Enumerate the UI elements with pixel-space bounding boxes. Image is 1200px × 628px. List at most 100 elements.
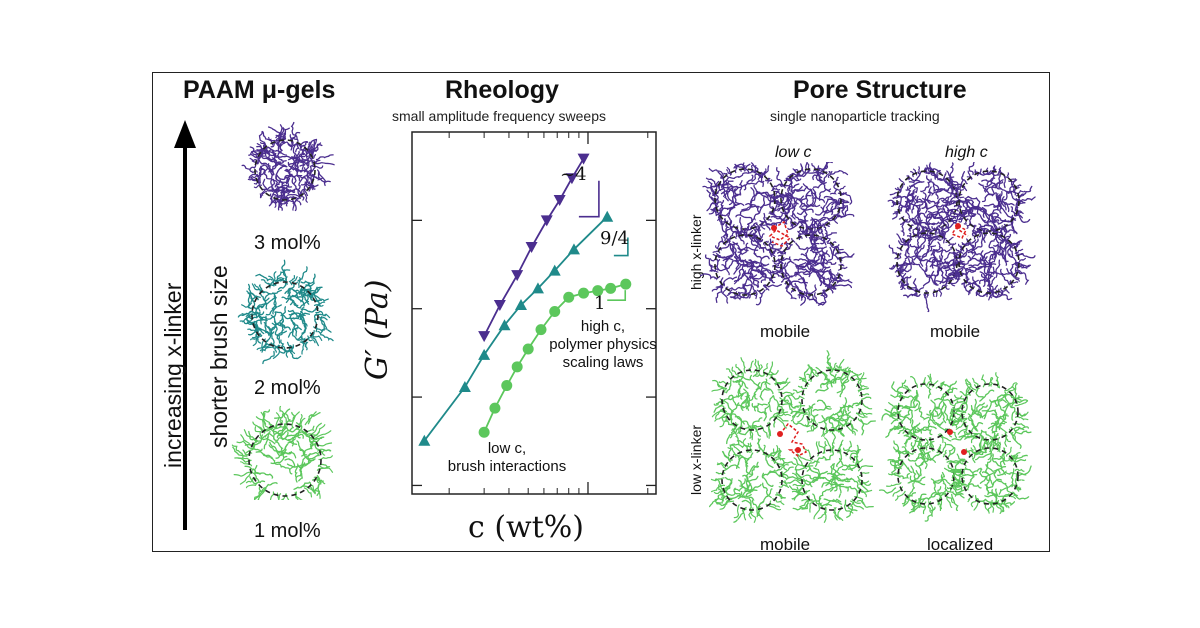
- polymer-strand: [811, 470, 828, 482]
- polymer-strand: [799, 194, 812, 208]
- brush-strand: [991, 436, 1000, 451]
- brush-strand: [965, 382, 977, 391]
- polymer-strand: [758, 195, 766, 214]
- polymer-strand: [728, 443, 740, 457]
- brush-strand: [730, 224, 735, 230]
- brush-strand: [985, 439, 990, 451]
- polymer-strand: [708, 167, 724, 178]
- brush-strand: [843, 504, 854, 514]
- polymer-strand: [918, 452, 930, 467]
- brush-strand: [827, 170, 833, 178]
- polymer-strand: [946, 443, 956, 455]
- brush-strand: [303, 487, 313, 498]
- brush-strand: [903, 384, 912, 392]
- polymer-strand: [299, 140, 309, 156]
- polymer-strand: [732, 379, 749, 389]
- polymer-strand: [1009, 454, 1028, 462]
- brush-strand: [918, 437, 923, 451]
- brush-strand: [785, 177, 791, 182]
- brush-strand: [996, 441, 1001, 453]
- polymer-strand: [788, 279, 802, 294]
- polymer-strand: [746, 180, 765, 185]
- gel-core-outline: [780, 234, 842, 296]
- polymer-strand: [784, 269, 791, 288]
- brush-strand: [833, 279, 842, 282]
- annotation-low-line1: low c,: [487, 440, 527, 457]
- polymer-strand: [732, 193, 742, 208]
- polymer-strand: [979, 389, 995, 402]
- polymer-strand: [750, 417, 763, 431]
- brush-strand: [1014, 468, 1025, 472]
- brush-strand: [979, 168, 982, 175]
- polymer-strand: [967, 251, 986, 259]
- brush-strand: [715, 399, 725, 405]
- brush-strand: [916, 227, 921, 237]
- brush-strand: [990, 377, 994, 387]
- polymer-strand: [743, 174, 754, 191]
- polymer-strand: [914, 202, 924, 219]
- brush-strand: [712, 379, 728, 390]
- polymer-strand: [795, 242, 813, 251]
- brush-strand: [784, 242, 789, 250]
- brush-strand: [822, 223, 827, 230]
- brush-strand: [958, 216, 967, 223]
- brush-strand: [851, 498, 861, 504]
- polymer-strand: [319, 318, 332, 333]
- polymer-strand: [996, 479, 1010, 493]
- polymer-strand: [998, 179, 1008, 193]
- polymer-strand: [745, 393, 757, 410]
- data-point-triangle-down: [493, 300, 506, 312]
- polymer-strand: [857, 418, 865, 436]
- polymer-strand: [805, 189, 813, 206]
- polymer-strand: [998, 402, 1007, 420]
- polymer-strand: [746, 275, 753, 293]
- brush-strand: [746, 226, 750, 232]
- polymer-strand: [315, 154, 334, 161]
- polymer-strand: [724, 256, 730, 276]
- polymer-strand: [715, 286, 724, 304]
- polymer-strand: [753, 402, 768, 412]
- brush-strand: [313, 301, 326, 306]
- brush-strand: [849, 449, 860, 460]
- brush-strand: [717, 214, 723, 221]
- polymer-strand: [761, 472, 774, 487]
- polymer-strand: [270, 322, 286, 331]
- brush-strand: [901, 446, 911, 457]
- polymer-strand: [929, 416, 944, 427]
- brush-strand: [762, 284, 768, 290]
- brush-strand: [812, 423, 819, 432]
- polymer-strand: [796, 208, 814, 216]
- polymer-strand: [317, 171, 331, 183]
- polymer-strand: [266, 330, 277, 348]
- polymer-strand: [258, 131, 267, 148]
- brush-strand: [746, 292, 751, 299]
- polymer-strand: [765, 451, 774, 469]
- polymer-strand: [993, 251, 1009, 263]
- brush-strand: [897, 186, 902, 192]
- polymer-strand: [911, 259, 926, 273]
- polymer-strand: [795, 262, 807, 277]
- polymer-strand: [808, 263, 825, 274]
- polymer-strand: [983, 177, 996, 192]
- polymer-strand: [769, 196, 787, 206]
- polymer-strand: [998, 483, 1014, 495]
- polymer-strand: [278, 127, 285, 146]
- polymer-strand: [274, 431, 289, 443]
- annotation-low-line2: brush interactions: [447, 458, 567, 475]
- polymer-strand: [730, 295, 750, 301]
- gel-illustrations: [231, 121, 335, 500]
- brush-strand: [256, 487, 267, 500]
- polymer-strand: [926, 210, 944, 218]
- polymer-strand: [1007, 189, 1026, 195]
- brush-strand: [790, 218, 793, 227]
- polymer-strand: [767, 395, 774, 413]
- polymer-strand: [906, 212, 921, 225]
- brush-strand: [747, 427, 752, 439]
- polymer-strand: [265, 315, 271, 334]
- polymer-strand: [903, 293, 921, 299]
- polymer-strand: [753, 236, 765, 253]
- brush-strand: [1005, 446, 1012, 457]
- polymer-strand: [993, 242, 1011, 250]
- brush-strand: [771, 186, 781, 192]
- brush-strand: [741, 227, 746, 238]
